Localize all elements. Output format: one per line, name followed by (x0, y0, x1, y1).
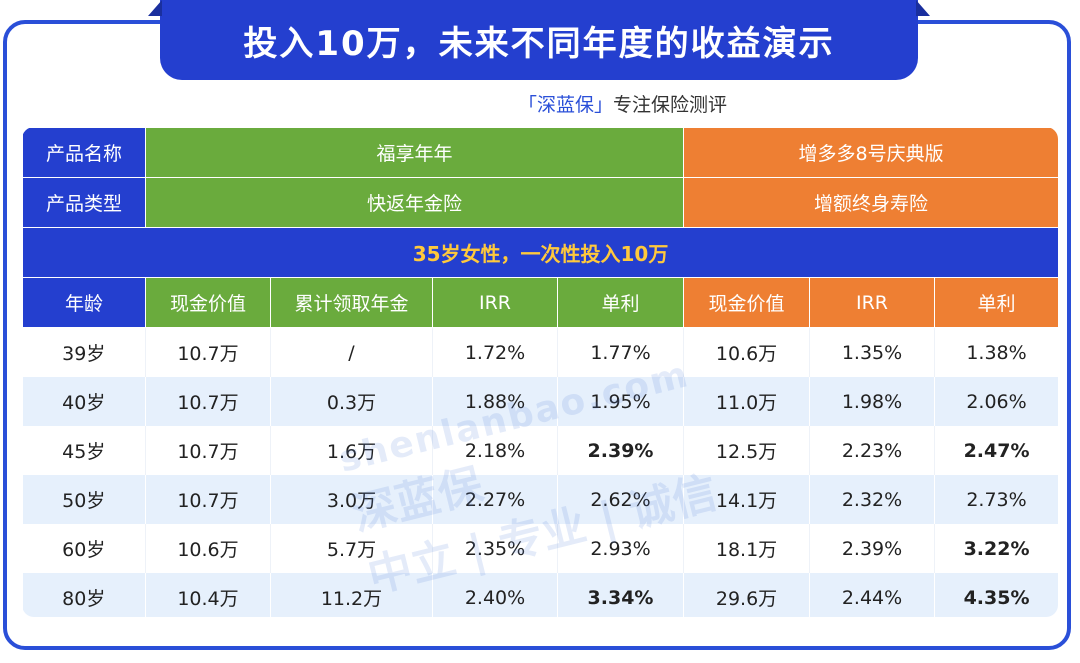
cell-age: 60岁 (22, 524, 146, 573)
cell-b-simple-rate: 2.06% (934, 377, 1058, 426)
col-header-b-simple-rate: 单利 (934, 277, 1058, 328)
table-row: 45岁 10.7万 1.6万 2.18% 2.39% 12.5万 2.23% 2… (22, 426, 1058, 475)
cell-b-simple-rate: 2.47% (934, 426, 1058, 475)
cell-b-cash-value: 29.6万 (683, 573, 811, 617)
col-header-a-cash-value: 现金价值 (145, 277, 271, 328)
product-b-name: 增多多8号庆典版 (683, 127, 1058, 178)
product-b-type: 增额终身寿险 (683, 177, 1058, 228)
page-title: 投入10万，未来不同年度的收益演示 (243, 23, 835, 64)
table-row: 40岁 10.7万 0.3万 1.88% 1.95% 11.0万 1.98% 2… (22, 377, 1058, 426)
cell-b-cash-value: 14.1万 (683, 475, 811, 524)
cell-a-simple-rate: 3.34% (557, 573, 685, 617)
column-header-row: 年龄 现金价值 累计领取年金 IRR 单利 现金价值 IRR 单利 (22, 277, 1058, 328)
product-name-row: 产品名称 福享年年 增多多8号庆典版 (22, 127, 1058, 178)
cell-a-cash-value: 10.7万 (145, 377, 271, 426)
cell-a-irr: 1.72% (432, 327, 558, 377)
cell-a-annuity: 1.6万 (270, 426, 433, 475)
cell-a-irr: 2.18% (432, 426, 558, 475)
cell-a-simple-rate: 2.93% (557, 524, 685, 573)
product-a-name: 福享年年 (144, 127, 685, 178)
cell-age: 80岁 (22, 573, 146, 617)
cell-b-cash-value: 18.1万 (683, 524, 811, 573)
cell-age: 50岁 (22, 475, 146, 524)
cell-b-irr: 1.35% (809, 327, 936, 377)
cell-b-irr: 2.32% (809, 475, 936, 524)
comparison-table: 产品名称 福享年年 增多多8号庆典版 产品类型 快返年金险 增额终身寿险 35岁… (22, 127, 1058, 617)
cell-b-cash-value: 10.6万 (683, 327, 811, 377)
table-row: 60岁 10.6万 5.7万 2.35% 2.93% 18.1万 2.39% 3… (22, 524, 1058, 573)
scenario-banner: 35岁女性，一次性投入10万 (22, 227, 1058, 278)
tab-ear-right (916, 0, 930, 16)
table-row: 39岁 10.7万 / 1.72% 1.77% 10.6万 1.35% 1.38… (22, 327, 1058, 377)
cell-a-irr: 2.35% (432, 524, 558, 573)
subtitle: 「深蓝保」专注保险测评 (0, 90, 1080, 117)
cell-b-cash-value: 12.5万 (683, 426, 811, 475)
brand-name: 「深蓝保」 (517, 94, 613, 116)
cell-a-simple-rate: 1.95% (557, 377, 685, 426)
cell-a-annuity: 0.3万 (270, 377, 433, 426)
tab-ear-left (148, 0, 162, 16)
col-header-a-simple-rate: 单利 (556, 277, 685, 328)
cell-a-cash-value: 10.6万 (145, 524, 271, 573)
cell-a-cash-value: 10.7万 (145, 426, 271, 475)
col-header-b-cash-value: 现金价值 (683, 277, 811, 328)
product-type-row: 产品类型 快返年金险 增额终身寿险 (22, 177, 1058, 228)
cell-a-irr: 2.27% (432, 475, 558, 524)
product-type-label: 产品类型 (22, 177, 146, 228)
cell-a-cash-value: 10.4万 (145, 573, 271, 617)
cell-age: 45岁 (22, 426, 146, 475)
cell-b-simple-rate: 3.22% (934, 524, 1058, 573)
cell-a-irr: 2.40% (432, 573, 558, 617)
col-header-a-irr: IRR (432, 277, 558, 328)
cell-age: 39岁 (22, 327, 146, 377)
cell-b-cash-value: 11.0万 (683, 377, 811, 426)
cell-b-irr: 1.98% (809, 377, 936, 426)
cell-a-annuity: 5.7万 (270, 524, 433, 573)
table-row: 80岁 10.4万 11.2万 2.40% 3.34% 29.6万 2.44% … (22, 573, 1058, 617)
cell-b-irr: 2.39% (809, 524, 936, 573)
cell-b-simple-rate: 2.73% (934, 475, 1058, 524)
col-header-b-irr: IRR (809, 277, 936, 328)
product-a-type: 快返年金险 (144, 177, 685, 228)
cell-a-annuity: / (270, 327, 433, 377)
cell-b-irr: 2.44% (809, 573, 936, 617)
cell-b-simple-rate: 1.38% (934, 327, 1058, 377)
cell-a-simple-rate: 2.62% (557, 475, 685, 524)
cell-a-annuity: 11.2万 (270, 573, 433, 617)
col-header-a-annuity: 累计领取年金 (270, 277, 433, 328)
cell-a-annuity: 3.0万 (270, 475, 433, 524)
cell-a-simple-rate: 2.39% (557, 426, 685, 475)
title-tab: 投入10万，未来不同年度的收益演示 (148, 0, 930, 80)
cell-b-simple-rate: 4.35% (934, 573, 1058, 617)
col-header-age: 年龄 (22, 277, 146, 328)
table-row: 50岁 10.7万 3.0万 2.27% 2.62% 14.1万 2.32% 2… (22, 475, 1058, 524)
cell-a-cash-value: 10.7万 (145, 327, 271, 377)
cell-age: 40岁 (22, 377, 146, 426)
cell-a-irr: 1.88% (432, 377, 558, 426)
brand-tagline: 专注保险测评 (613, 94, 728, 116)
scenario-banner-row: 35岁女性，一次性投入10万 (22, 227, 1058, 278)
cell-b-irr: 2.23% (809, 426, 936, 475)
cell-a-simple-rate: 1.77% (557, 327, 685, 377)
product-name-label: 产品名称 (22, 127, 146, 178)
cell-a-cash-value: 10.7万 (145, 475, 271, 524)
